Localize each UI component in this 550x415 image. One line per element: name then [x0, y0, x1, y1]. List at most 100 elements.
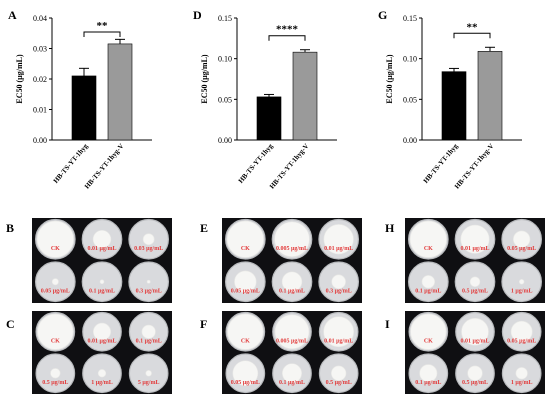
fungal-colony [331, 274, 346, 289]
fungal-colony [421, 275, 435, 289]
fungal-colony [50, 368, 61, 379]
significance-bracket [83, 31, 121, 37]
concentration-label: 0.1 μg/mL [279, 289, 305, 295]
fungal-colony [93, 322, 111, 341]
concentration-label: 1 μg/mL [91, 380, 113, 386]
concentration-label: 0.5 μg/mL [326, 380, 352, 386]
fungal-colony [510, 320, 533, 343]
fungal-colony [410, 313, 447, 350]
petri-dish: 0.3 μg/mL [128, 261, 170, 303]
petri-dish: 0.05 μg/mL [501, 311, 542, 352]
plate-photos-grid: B CK 0.01 μg/mL 0.03 μg/mL 0.05 μg/mL 0.1 μg/… [6, 218, 545, 394]
fungal-colony [331, 365, 347, 381]
y-tick-label: 0.15 [218, 14, 232, 23]
concentration-label: CK [424, 246, 433, 252]
fungal-colony [274, 314, 310, 349]
y-tick-label: 0.00 [218, 136, 232, 145]
y-tick-label: 0.00 [33, 136, 47, 145]
concentration-label: 0.05 μg/mL [507, 246, 536, 252]
panel-letter: H [385, 221, 395, 235]
plate-photo-h: H CK 0.01 μg/mL 0.05 μg/mL 0.1 μg/mL 0.5 μg/m… [385, 218, 545, 303]
concentration-label: 0.005 μg/mL [276, 338, 308, 344]
x-category-label: HB-TS-YT-1hyg-V [83, 142, 125, 190]
petri-dish: 0.1 μg/mL [81, 261, 123, 303]
concentration-label: 0.1 μg/mL [415, 289, 441, 295]
y-tick-label: 0.02 [33, 75, 47, 84]
concentration-label: CK [424, 338, 433, 344]
concentration-label: 0.1 μg/mL [279, 380, 305, 386]
plate-photo-c: C CK 0.01 μg/mL 0.1 μg/mL 0.5 μg/mL 1 μg/mL 5 … [6, 311, 172, 394]
concentration-label: 1 μg/mL [511, 380, 533, 386]
petri-dish: 0.3 μg/mL [318, 261, 360, 303]
fungal-colony [461, 317, 489, 346]
panel-letter: E [200, 221, 208, 235]
petri-dish: 5 μg/mL [128, 353, 169, 394]
panel-letter: I [385, 317, 390, 331]
fungal-colony [460, 224, 490, 254]
fungal-colony [37, 313, 74, 350]
concentration-label: 0.5 μg/mL [42, 380, 68, 386]
petri-dish: CK [34, 218, 76, 260]
petri-dish: 0.005 μg/mL [272, 311, 312, 352]
x-category-label: HB-TS-YT-1hyg-V [268, 142, 310, 190]
concentration-label: 0.5 μg/mL [462, 289, 488, 295]
petri-dish: CK [408, 311, 449, 352]
concentration-label: 0.01 μg/mL [324, 338, 353, 344]
petri-dish: 0.05 μg/mL [224, 261, 266, 303]
fungal-colony [281, 271, 303, 292]
significance-stars: ** [97, 20, 109, 32]
bar [292, 51, 318, 141]
petri-dish: 0.01 μg/mL [318, 311, 359, 352]
concentration-label: 0.01 μg/mL [324, 246, 353, 252]
bar [477, 51, 503, 141]
fungal-colony [467, 365, 483, 381]
petri-dish: 0.005 μg/mL [271, 218, 313, 260]
y-axis-label: EC50 (μg/mL) [15, 54, 24, 104]
petri-dish: 0.1 μg/mL [407, 261, 449, 303]
fungal-colony [515, 367, 528, 380]
x-category-label: HB-TS-YT-1hyg-V [453, 142, 495, 190]
petri-dish: 0.03 μg/mL [128, 218, 170, 260]
petri-dish: CK [35, 311, 76, 352]
concentration-label: 0.5 μg/mL [462, 380, 488, 386]
bar-chart-g: G 0.00 0.05 0.10 0.15 EC50 (μg/mL) HB-TS-YT-1h… [378, 8, 522, 191]
bar [256, 96, 282, 141]
fungal-colony [226, 220, 264, 258]
bar [107, 43, 133, 141]
petri-dish: 0.5 μg/mL [455, 353, 495, 394]
fungal-colony [227, 313, 264, 350]
y-tick-label: 0.10 [218, 55, 232, 64]
concentration-label: 0.03 μg/mL [134, 246, 163, 252]
concentration-label: CK [241, 338, 250, 344]
y-tick-label: 0.04 [33, 14, 47, 23]
significance-bracket [268, 35, 306, 41]
concentration-label: 0.05 μg/mL [41, 289, 70, 295]
fungal-colony [92, 230, 112, 249]
significance-bracket [453, 32, 491, 39]
petri-dish: CK [225, 311, 266, 352]
y-tick-label: 0.03 [33, 45, 47, 54]
concentration-label: 1 μg/mL [511, 289, 533, 295]
petri-dish: CK [407, 218, 449, 260]
fungal-colony [282, 363, 302, 384]
fungal-colony [51, 278, 59, 286]
petri-dish: 0.01 μg/mL [82, 311, 122, 352]
panel-letter: A [8, 8, 17, 22]
petri-dish: 0.01 μg/mL [454, 218, 496, 260]
petri-dish: 1 μg/mL [501, 261, 543, 303]
x-category-label: HB-TS-YT-1hyg [422, 142, 460, 185]
concentration-label: 0.01 μg/mL [87, 338, 116, 344]
fungal-colony [469, 276, 481, 287]
fungal-colony [419, 364, 438, 383]
concentration-label: 0.3 μg/mL [326, 289, 352, 295]
fungal-colony [234, 270, 257, 293]
significance-stars: **** [276, 24, 299, 36]
fungal-colony [323, 224, 354, 255]
petri-dish: 0.01 μg/mL [318, 218, 360, 260]
y-axis-label: EC50 (μg/mL) [200, 54, 209, 104]
fungal-colony [409, 220, 447, 258]
concentration-label: 0.05 μg/mL [231, 380, 260, 386]
concentration-label: 0.1 μg/mL [415, 380, 441, 386]
fungal-colony [323, 316, 354, 348]
